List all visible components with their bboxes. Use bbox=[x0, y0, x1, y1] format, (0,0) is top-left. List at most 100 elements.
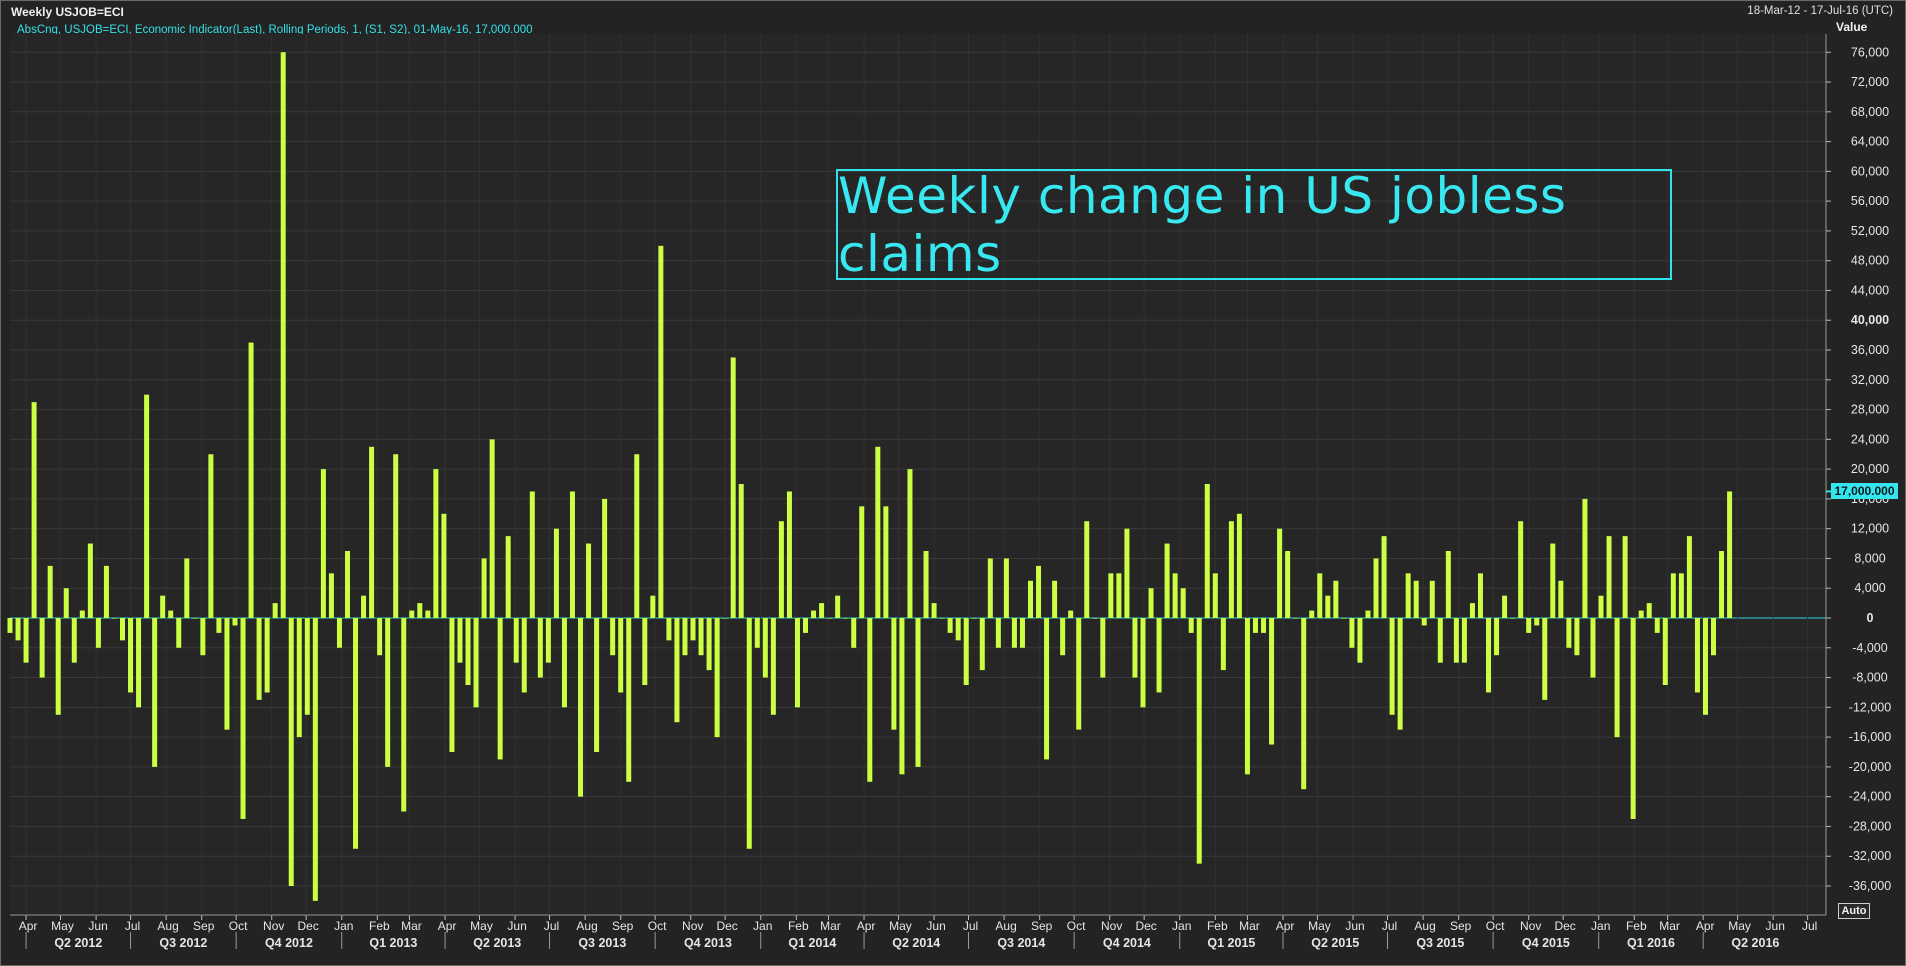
bar bbox=[1373, 558, 1379, 618]
bar bbox=[569, 491, 575, 618]
bar bbox=[1027, 580, 1033, 618]
bar bbox=[1574, 618, 1580, 656]
bar bbox=[931, 603, 937, 618]
bar bbox=[1494, 618, 1500, 656]
month-label: Apr bbox=[438, 919, 457, 933]
bar bbox=[1164, 543, 1170, 618]
bar bbox=[304, 618, 310, 715]
quarter-label: Q1 2014 bbox=[788, 936, 836, 950]
bar bbox=[610, 618, 616, 656]
bar bbox=[658, 245, 664, 619]
bar bbox=[296, 618, 302, 738]
bar bbox=[1558, 580, 1564, 618]
y-tick-label: 24,000 bbox=[1851, 432, 1889, 446]
bar bbox=[875, 446, 881, 618]
bar bbox=[1148, 588, 1154, 618]
month-label: Jun bbox=[1345, 919, 1364, 933]
bar bbox=[955, 618, 961, 641]
month-label: Apr bbox=[19, 919, 38, 933]
bar bbox=[168, 610, 174, 618]
bar bbox=[883, 506, 889, 618]
bar bbox=[1670, 573, 1676, 618]
bar bbox=[1052, 580, 1058, 618]
plot-area bbox=[10, 34, 1826, 915]
bar bbox=[971, 618, 977, 619]
series-description[interactable]: AbsCng, USJOB=ECI, Economic Indicator(La… bbox=[17, 24, 533, 36]
bar bbox=[497, 618, 503, 760]
bar bbox=[690, 618, 696, 641]
bar bbox=[835, 595, 841, 618]
bar bbox=[1622, 536, 1628, 618]
bar bbox=[1397, 618, 1403, 730]
bar bbox=[1526, 618, 1532, 633]
bar bbox=[288, 618, 294, 886]
quarter-label: Q2 2015 bbox=[1311, 936, 1359, 950]
bar bbox=[1068, 610, 1074, 618]
month-label: Dec bbox=[297, 919, 318, 933]
bar bbox=[1381, 536, 1387, 618]
bar bbox=[361, 595, 367, 618]
bar bbox=[811, 610, 817, 618]
bar bbox=[409, 610, 415, 618]
bar bbox=[553, 528, 559, 618]
bar bbox=[1518, 521, 1524, 618]
month-label: Sep bbox=[1031, 919, 1053, 933]
bar bbox=[1092, 618, 1098, 619]
bar bbox=[55, 618, 61, 715]
bar bbox=[344, 551, 350, 618]
y-tick-label: 28,000 bbox=[1851, 403, 1889, 417]
bar bbox=[39, 618, 45, 678]
bar bbox=[1180, 588, 1186, 618]
quarter-label: Q1 2015 bbox=[1207, 936, 1255, 950]
bar bbox=[859, 506, 865, 618]
bar bbox=[561, 618, 567, 708]
bar bbox=[489, 439, 495, 618]
month-label: Jan bbox=[334, 919, 353, 933]
month-label: Nov bbox=[682, 919, 703, 933]
bar bbox=[706, 618, 712, 671]
month-label: Oct bbox=[1486, 919, 1505, 933]
bar bbox=[136, 618, 142, 708]
bar bbox=[1421, 618, 1427, 626]
bar bbox=[1140, 618, 1146, 708]
bar bbox=[1076, 618, 1082, 730]
auto-scale-button[interactable]: Auto bbox=[1838, 903, 1870, 919]
y-tick-label: 12,000 bbox=[1851, 522, 1889, 536]
y-tick-label: 40,000 bbox=[1851, 313, 1889, 327]
bar bbox=[320, 469, 326, 618]
bar bbox=[369, 446, 375, 618]
bar bbox=[778, 521, 784, 618]
bar bbox=[923, 551, 929, 618]
bar bbox=[79, 610, 85, 618]
window-title: Weekly USJOB=ECI bbox=[11, 5, 124, 19]
quarter-label: Q2 2014 bbox=[892, 936, 940, 950]
month-label: Jul bbox=[1802, 919, 1817, 933]
month-label: Aug bbox=[1414, 919, 1435, 933]
y-tick-label: 56,000 bbox=[1851, 194, 1889, 208]
bar bbox=[1654, 618, 1660, 633]
bar bbox=[1638, 610, 1644, 618]
y-tick-label: 48,000 bbox=[1851, 254, 1889, 268]
bar bbox=[216, 618, 222, 633]
bar bbox=[1044, 618, 1050, 760]
bar bbox=[1702, 618, 1708, 715]
bar bbox=[1429, 580, 1435, 618]
bar bbox=[1357, 618, 1363, 663]
bar bbox=[1156, 618, 1162, 693]
bar bbox=[71, 618, 77, 663]
bar bbox=[1694, 618, 1700, 693]
bar bbox=[1220, 618, 1226, 671]
bar bbox=[1293, 618, 1299, 619]
bar bbox=[947, 618, 953, 633]
bar bbox=[803, 618, 809, 633]
bar bbox=[521, 618, 527, 693]
y-tick-label: -24,000 bbox=[1849, 790, 1891, 804]
month-label: May bbox=[889, 919, 912, 933]
bar bbox=[401, 618, 407, 812]
bar bbox=[1060, 618, 1066, 656]
bar bbox=[939, 618, 945, 619]
bar bbox=[1534, 618, 1540, 626]
bar bbox=[184, 558, 190, 618]
chart-title-annotation[interactable]: Weekly change in US jobless claims bbox=[836, 167, 1672, 283]
quarter-label: Q4 2013 bbox=[684, 936, 732, 950]
